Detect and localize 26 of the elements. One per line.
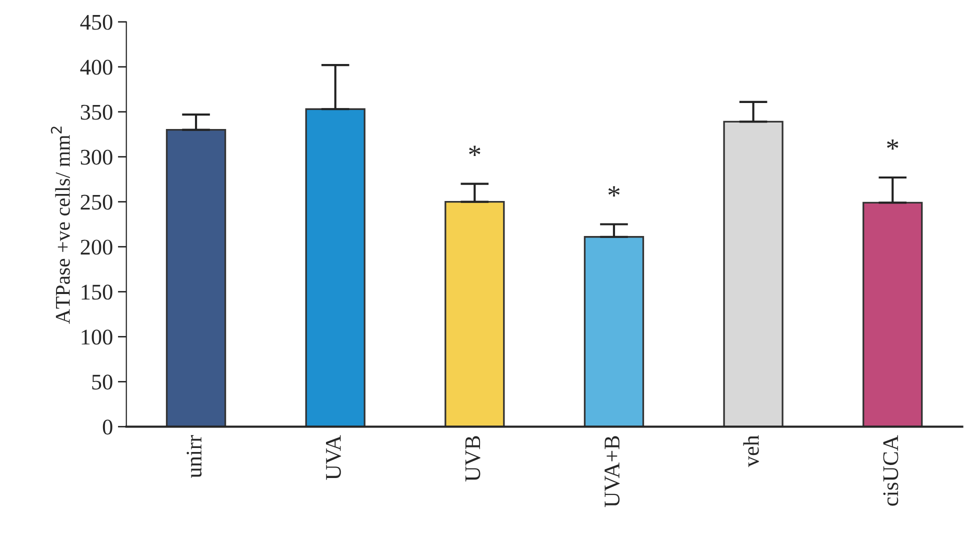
bar — [862, 202, 923, 427]
annotation: * — [887, 140, 898, 150]
x-tick-label: UVA — [326, 435, 342, 480]
annotation: * — [469, 146, 480, 156]
y-tick-label: 350 — [80, 104, 112, 120]
x-tick-label: veh — [743, 435, 759, 468]
y-tick-label: 150 — [82, 284, 112, 300]
x-tick-label: UVB — [465, 436, 480, 482]
bar — [584, 236, 644, 427]
y-axis-title: ATPase +ve cells/ mm$^{2}$ — [50, 126, 70, 324]
annotation: * — [608, 186, 620, 196]
y-tick-label: 50 — [92, 374, 112, 390]
y-tick-label: 100 — [82, 330, 112, 345]
y-tick-label: 200 — [80, 240, 112, 255]
bar — [723, 120, 784, 427]
y-tick-label: 300 — [80, 150, 112, 165]
x-tick-label: unirr — [186, 435, 202, 478]
y-tick-label: 0 — [102, 420, 112, 435]
bar — [444, 200, 505, 427]
y-tick-label: 450 — [80, 14, 112, 30]
bar — [166, 128, 226, 427]
x-tick-label: UVA+B — [604, 436, 620, 508]
y-tick-label: 400 — [80, 60, 112, 75]
y-tick-label: 250 — [80, 194, 112, 210]
bar — [305, 108, 366, 427]
x-tick-label: cisUCA — [883, 435, 898, 506]
